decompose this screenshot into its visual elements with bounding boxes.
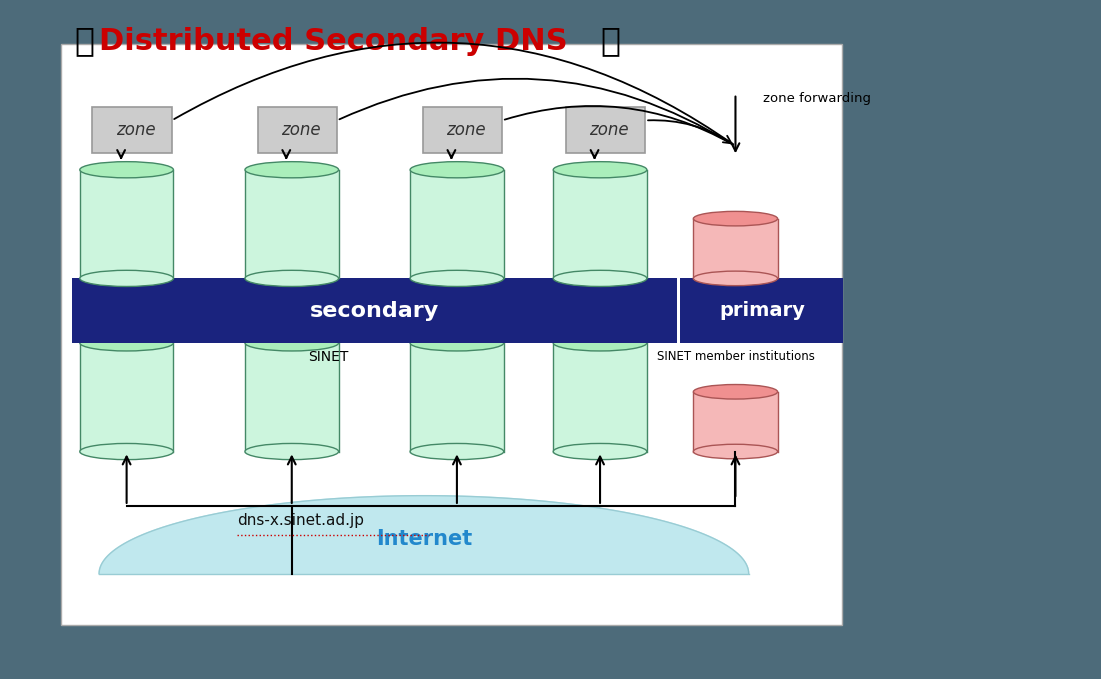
Bar — [410, 170, 504, 278]
Bar — [80, 343, 174, 452]
Ellipse shape — [80, 270, 174, 287]
Bar — [694, 392, 777, 452]
Text: zone: zone — [589, 121, 629, 139]
Ellipse shape — [554, 162, 647, 178]
FancyBboxPatch shape — [258, 107, 337, 153]
Ellipse shape — [554, 335, 647, 351]
Ellipse shape — [80, 443, 174, 460]
Ellipse shape — [694, 384, 777, 399]
Ellipse shape — [244, 443, 339, 460]
FancyBboxPatch shape — [423, 107, 502, 153]
Text: 「: 「 — [75, 24, 95, 57]
Ellipse shape — [694, 271, 777, 286]
Ellipse shape — [410, 270, 503, 287]
Text: SINET member institutions: SINET member institutions — [656, 350, 815, 363]
Text: Distributed Secondary DNS: Distributed Secondary DNS — [99, 27, 568, 56]
Text: zone forwarding: zone forwarding — [763, 92, 871, 105]
Bar — [244, 343, 339, 452]
Ellipse shape — [694, 211, 777, 226]
Text: zone: zone — [116, 121, 155, 139]
Ellipse shape — [554, 270, 647, 287]
Polygon shape — [99, 496, 749, 574]
Bar — [694, 219, 777, 278]
Bar — [244, 170, 339, 278]
Text: secondary: secondary — [309, 301, 439, 320]
Ellipse shape — [410, 335, 503, 351]
Ellipse shape — [410, 162, 503, 178]
FancyBboxPatch shape — [566, 107, 645, 153]
Ellipse shape — [554, 443, 647, 460]
Text: SINET: SINET — [308, 350, 349, 364]
Ellipse shape — [244, 162, 339, 178]
Text: zone: zone — [281, 121, 320, 139]
Bar — [72, 278, 677, 343]
Bar — [61, 44, 842, 625]
Text: 」: 」 — [600, 24, 620, 57]
Text: Internet: Internet — [375, 529, 472, 549]
FancyBboxPatch shape — [92, 107, 172, 153]
Ellipse shape — [80, 335, 174, 351]
Text: dns-x.sinet.ad.jp: dns-x.sinet.ad.jp — [237, 513, 363, 528]
Ellipse shape — [244, 270, 339, 287]
Bar — [80, 170, 174, 278]
Bar — [554, 170, 646, 278]
Bar — [680, 278, 843, 343]
Bar — [410, 343, 504, 452]
Ellipse shape — [80, 162, 174, 178]
Ellipse shape — [410, 443, 503, 460]
Ellipse shape — [244, 335, 339, 351]
Text: primary: primary — [719, 301, 805, 320]
Text: zone: zone — [446, 121, 486, 139]
Bar — [554, 343, 646, 452]
Ellipse shape — [694, 444, 777, 459]
